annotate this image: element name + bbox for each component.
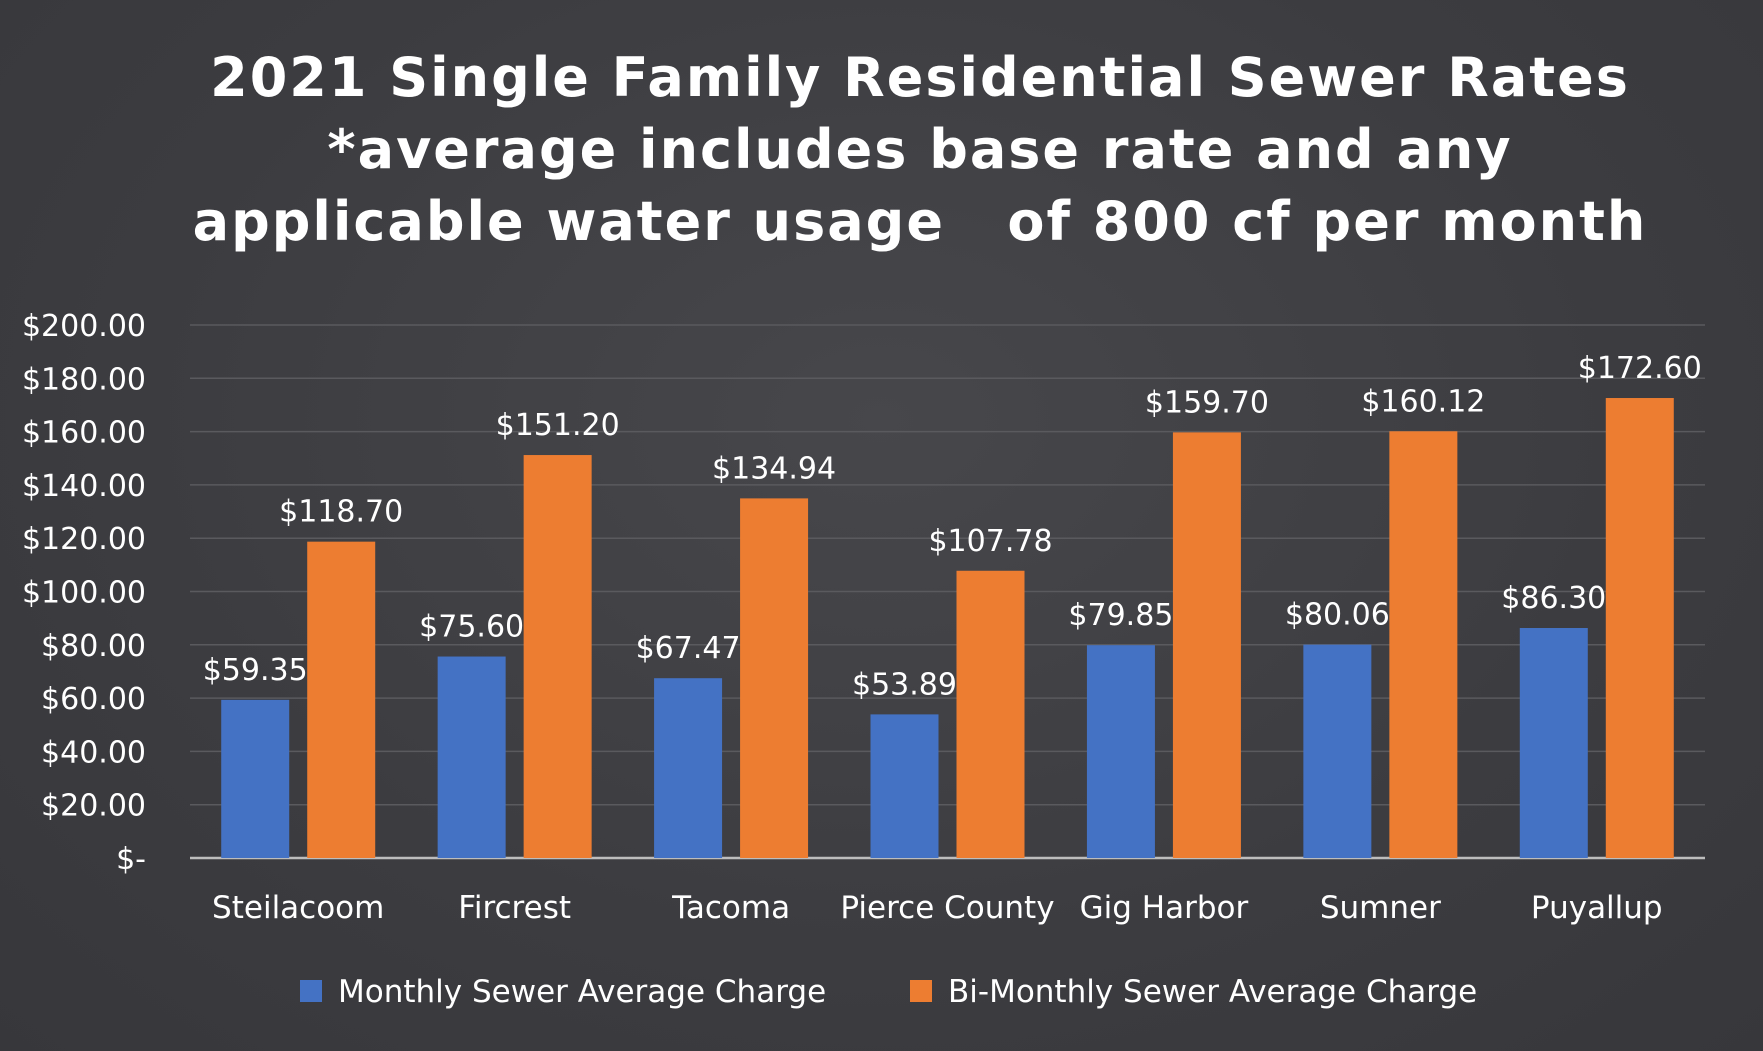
data-label: $79.85 xyxy=(1068,598,1173,633)
data-label: $107.78 xyxy=(928,524,1052,559)
bar-bimonthly-6 xyxy=(1605,398,1674,858)
data-label: $75.60 xyxy=(419,610,524,645)
legend-swatch xyxy=(300,980,322,1002)
y-tick-label: $200.00 xyxy=(22,309,146,344)
x-tick-label: Gig Harbor xyxy=(1080,890,1249,926)
bar-bimonthly-3 xyxy=(956,570,1025,858)
y-tick-label: $20.00 xyxy=(41,789,146,824)
x-tick-label: Steilacoom xyxy=(212,890,384,926)
bar-bimonthly-4 xyxy=(1172,432,1241,858)
x-tick-label: Puyallup xyxy=(1531,890,1663,926)
data-label: $159.70 xyxy=(1145,385,1269,420)
x-tick-label: Sumner xyxy=(1320,890,1441,926)
legend-label: Bi-Monthly Sewer Average Charge xyxy=(948,974,1477,1010)
bar-monthly-2 xyxy=(654,678,723,858)
bar-bimonthly-0 xyxy=(307,541,376,858)
bar-bimonthly-1 xyxy=(523,455,592,858)
y-tick-label: $140.00 xyxy=(22,469,146,504)
data-label: $80.06 xyxy=(1285,598,1390,633)
bar-monthly-1 xyxy=(437,656,506,858)
y-tick-label: $160.00 xyxy=(22,416,146,451)
chart-title-line-2: *average includes base rate and any xyxy=(327,118,1513,181)
y-tick-label: $180.00 xyxy=(22,362,146,397)
data-label: $67.47 xyxy=(636,631,741,666)
chart-title-line-1: 2021 Single Family Residential Sewer Rat… xyxy=(210,46,1630,109)
y-tick-label: $- xyxy=(116,842,146,877)
bar-bimonthly-2 xyxy=(740,498,809,858)
y-tick-label: $120.00 xyxy=(22,522,146,557)
bar-monthly-6 xyxy=(1519,628,1588,858)
bar-monthly-0 xyxy=(221,699,290,858)
x-tick-label: Pierce County xyxy=(840,890,1054,926)
x-tick-label: Fircrest xyxy=(458,890,571,926)
y-tick-label: $100.00 xyxy=(22,576,146,611)
bar-monthly-3 xyxy=(870,714,939,858)
data-label: $118.70 xyxy=(279,495,403,530)
bar-monthly-4 xyxy=(1086,645,1155,858)
chart-title-line-3: applicable water usage of 800 cf per mon… xyxy=(192,190,1648,253)
data-label: $86.30 xyxy=(1501,581,1606,616)
data-label: $134.94 xyxy=(712,451,836,486)
data-label: $53.89 xyxy=(852,667,957,702)
y-tick-label: $40.00 xyxy=(41,735,146,770)
bar-bimonthly-5 xyxy=(1389,431,1458,858)
data-label: $160.12 xyxy=(1361,384,1485,419)
legend-swatch xyxy=(910,980,932,1002)
data-label: $59.35 xyxy=(203,653,308,688)
x-tick-label: Tacoma xyxy=(671,890,790,926)
data-label: $151.20 xyxy=(496,408,620,443)
y-tick-label: $60.00 xyxy=(41,682,146,717)
bar-monthly-5 xyxy=(1303,644,1372,858)
legend-label: Monthly Sewer Average Charge xyxy=(338,974,826,1010)
y-tick-label: $80.00 xyxy=(41,629,146,664)
data-label: $172.60 xyxy=(1578,351,1702,386)
